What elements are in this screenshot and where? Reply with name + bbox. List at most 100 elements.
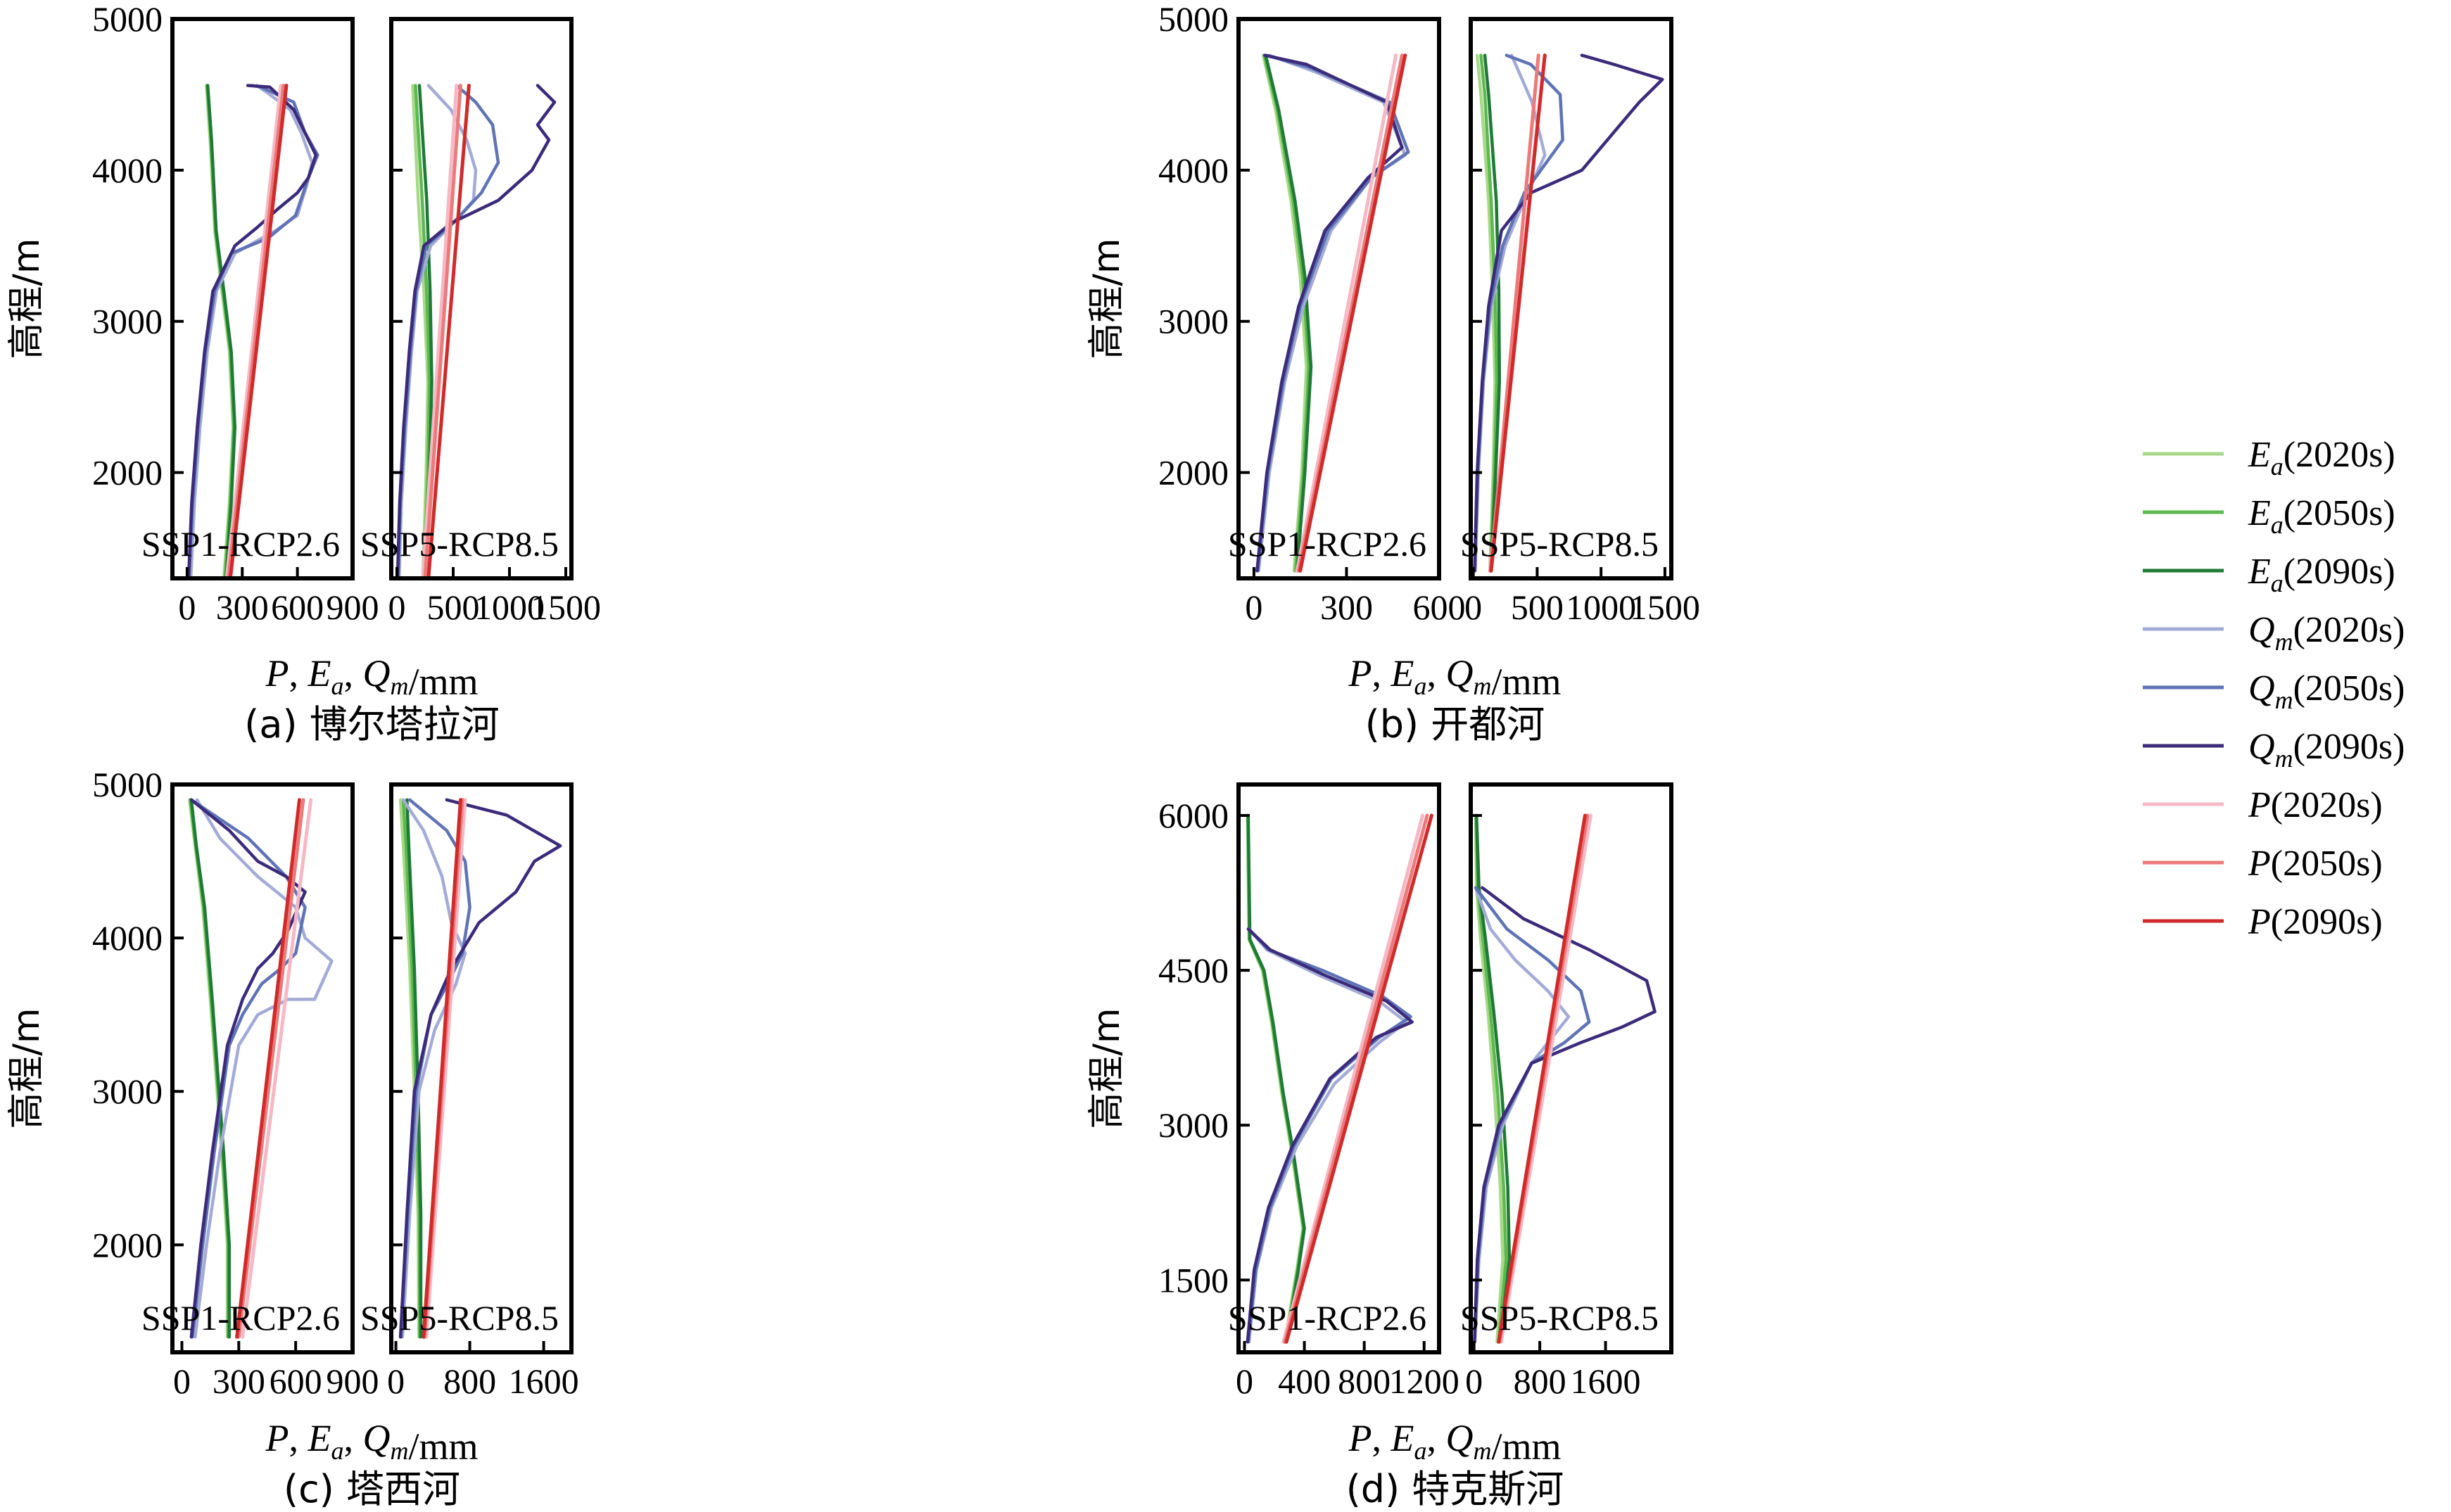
panel-ssp126: 0 300 600 900 2000 3000 4000 5000 SSP1-RCP2.6	[92, 765, 379, 1401]
series-group	[395, 84, 557, 578]
y-axis-label: 高程/m	[6, 1008, 48, 1129]
x-tick-label: 800	[1514, 1361, 1566, 1401]
series-line-ea2090s	[205, 84, 237, 578]
series-line-qm2050s	[189, 798, 307, 1339]
y-tick-label: 3000	[1158, 1105, 1229, 1145]
series-line-ea2090s	[405, 798, 423, 1339]
series-line-p2050s	[236, 798, 305, 1339]
series-line-qm2020s	[400, 798, 467, 1339]
series-line-p2020s	[1295, 53, 1398, 573]
x-tick-label: 0	[387, 1361, 405, 1401]
series-group	[1473, 53, 1664, 573]
series-line-p2050s	[423, 84, 462, 578]
scenario-label: SSP1-RCP2.6	[141, 1298, 340, 1338]
y-axis-label: 高程/m	[1086, 238, 1128, 359]
series-group	[186, 84, 319, 578]
chart-caption: (c) 塔西河	[284, 1467, 460, 1511]
y-tick-label: 2000	[92, 1225, 163, 1264]
chart-caption: (d) 特克斯河	[1346, 1467, 1564, 1511]
y-tick-label: 2000	[92, 453, 163, 493]
x-tick-label: 600	[1413, 587, 1466, 627]
series-line-p2020s	[241, 798, 313, 1339]
x-tick-label: 1500	[1630, 587, 1700, 627]
y-tick-label: 4000	[92, 918, 163, 958]
series-line-ea2020s	[188, 798, 229, 1339]
series-line-p2020s	[1281, 813, 1425, 1344]
chart-caption: (b) 开都河	[1365, 702, 1545, 747]
scenario-label: SSP1-RCP2.6	[1228, 524, 1426, 564]
x-tick-label: 300	[213, 1361, 265, 1401]
x-tick-label: 900	[327, 587, 379, 627]
series-group	[398, 798, 562, 1339]
y-axis-label: 高程/m	[1086, 1008, 1128, 1129]
x-tick-label: 600	[270, 1361, 322, 1401]
series-line-qm2090s	[1473, 886, 1657, 1344]
series-line-p2090s	[1497, 813, 1587, 1344]
scenario-label: SSP1-RCP2.6	[141, 524, 340, 564]
x-tick-label: 1500	[531, 587, 601, 627]
series-line-ea2090s	[1246, 813, 1306, 1344]
chart-b: 0 300 600 2000 3000 4000 5000 SSP1-RCP2.6 0 500 10…	[1086, 0, 1700, 747]
series-line-p2090s	[1298, 53, 1407, 573]
chart-a: 0 300 600 900 2000 3000 4000 5000 SSP1-RCP2.6 0 50…	[6, 0, 601, 747]
plot-frame	[389, 17, 574, 580]
series-line-qm2090s	[1246, 927, 1414, 1344]
plot-frame	[1236, 17, 1441, 580]
series-line-p2020s	[421, 84, 459, 578]
series-group	[1255, 53, 1410, 573]
plot-frame	[1469, 782, 1673, 1354]
scenario-label: SSP5-RCP8.5	[1460, 524, 1659, 564]
y-tick-label: 4000	[92, 151, 163, 190]
series-line-p2050s	[1297, 53, 1404, 573]
panel-ssp126: 0 300 600 900 2000 3000 4000 5000 SSP1-RCP2.6	[92, 0, 379, 627]
series-line-p2020s	[424, 798, 467, 1339]
series-line-ea2090s	[1264, 53, 1313, 573]
y-tick-label: 3000	[92, 1072, 163, 1111]
legend-label-qm2090s: Qm(2090s)	[2248, 727, 2405, 773]
x-tick-label: 900	[327, 1361, 379, 1401]
series-line-qm2090s	[1473, 53, 1664, 573]
series-line-p2090s	[1489, 53, 1547, 573]
plot-frame	[1236, 782, 1441, 1354]
y-tick-label: 5000	[92, 0, 163, 39]
x-tick-label: 300	[216, 587, 269, 627]
scenario-label: SSP1-RCP2.6	[1228, 1298, 1426, 1338]
series-line-qm2090s	[1255, 53, 1404, 573]
series-line-p2090s	[426, 84, 471, 578]
legend-label-ea2090s: Ea(2090s)	[2248, 552, 2395, 597]
y-tick-label: 5000	[1158, 0, 1229, 39]
series-line-p2090s	[422, 798, 462, 1339]
y-tick-label: 4000	[1158, 151, 1229, 190]
x-tick-label: 0	[388, 587, 406, 627]
x-tick-label: 500	[427, 587, 480, 627]
x-tick-label: 0	[1236, 1361, 1253, 1401]
plot-frame	[170, 17, 355, 580]
plot-frame	[389, 782, 574, 1354]
legend-label-p2090s: P(2090s)	[2248, 902, 2383, 942]
y-axis-label: 高程/m	[6, 238, 48, 359]
x-tick-label: 0	[178, 587, 196, 627]
x-axis-label: P, Ea, Qm/mm	[265, 1417, 478, 1468]
x-tick-label: 0	[173, 1361, 191, 1401]
x-tick-label: 400	[1278, 1361, 1331, 1401]
y-tick-label: 5000	[92, 765, 163, 804]
legend-label-qm2020s: Qm(2020s)	[2248, 610, 2405, 656]
x-tick-label: 300	[1320, 587, 1373, 627]
series-line-qm2050s	[1473, 886, 1591, 1344]
plot-frame	[170, 782, 355, 1354]
x-axis-label: P, Ea, Qm/mm	[265, 652, 478, 703]
y-tick-label: 2000	[1158, 453, 1229, 493]
series-line-qm2020s	[194, 798, 334, 1339]
series-line-ea2090s	[189, 798, 232, 1339]
x-tick-label: 1000	[474, 587, 545, 627]
x-tick-label: 1600	[509, 1361, 579, 1401]
y-tick-label: 1500	[1158, 1260, 1229, 1300]
y-tick-label: 3000	[92, 302, 163, 341]
x-tick-label: 0	[1465, 1361, 1483, 1401]
